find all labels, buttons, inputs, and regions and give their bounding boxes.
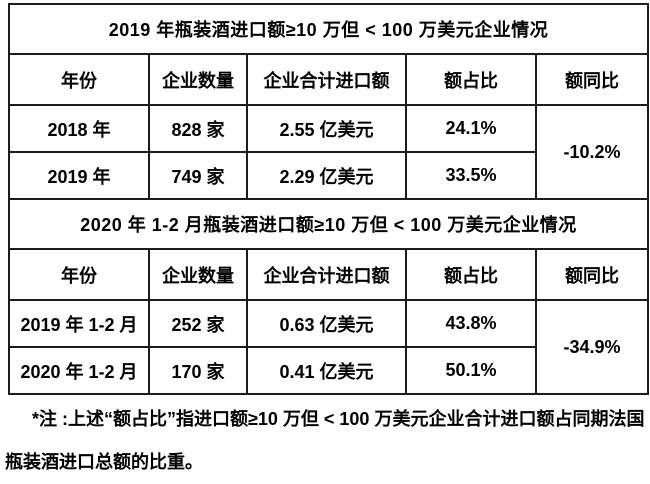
cell-yoy-section1: -10.2% bbox=[534, 104, 650, 200]
section1-header-import-value: 企业合计进口额 bbox=[246, 53, 407, 106]
section2-header-companies: 企业数量 bbox=[148, 248, 248, 301]
cell-year: 2020 年 1-2 月 bbox=[8, 346, 150, 395]
footnote: *注 :上述“额占比”指进口额≥10 万但 < 100 万美元企业合计进口额占同… bbox=[5, 409, 645, 472]
cell-share: 33.5% bbox=[405, 151, 537, 200]
section1-header-yoy: 额同比 bbox=[534, 53, 650, 106]
cell-share: 50.1% bbox=[405, 346, 537, 395]
wine-import-table: 2019 年瓶装酒进口额≥10 万但 < 100 万美元企业情况 年份 企业数量… bbox=[7, 3, 650, 395]
section2-header-share: 额占比 bbox=[405, 248, 537, 301]
section2-header-import-value: 企业合计进口额 bbox=[246, 248, 407, 301]
cell-year: 2019 年 1-2 月 bbox=[8, 299, 150, 348]
cell-import-value: 2.29 亿美元 bbox=[246, 151, 407, 200]
cell-yoy-section2: -34.9% bbox=[534, 299, 650, 395]
section1-header-share: 额占比 bbox=[405, 53, 537, 106]
cell-companies: 252 家 bbox=[148, 299, 248, 348]
section2-header-yoy: 额同比 bbox=[534, 248, 650, 301]
cell-import-value: 2.55 亿美元 bbox=[246, 104, 407, 153]
table-row: 2018 年 828 家 2.55 亿美元 24.1% -10.2% bbox=[8, 104, 650, 200]
section2-header-year: 年份 bbox=[8, 248, 150, 301]
cell-share: 24.1% bbox=[405, 104, 537, 153]
table-row: 2019 年 1-2 月 252 家 0.63 亿美元 43.8% -34.9% bbox=[8, 299, 650, 395]
cell-year: 2019 年 bbox=[8, 151, 150, 200]
cell-year: 2018 年 bbox=[8, 104, 150, 153]
section1-title: 2019 年瓶装酒进口额≥10 万但 < 100 万美元企业情况 bbox=[7, 3, 650, 55]
section1-header-companies: 企业数量 bbox=[148, 53, 248, 106]
cell-companies: 170 家 bbox=[148, 346, 248, 395]
cell-share: 43.8% bbox=[405, 299, 537, 348]
table-row: 2019 年 749 家 2.29 亿美元 33.5% bbox=[8, 151, 648, 200]
table-row: 2020 年 1-2 月 170 家 0.41 亿美元 50.1% bbox=[8, 346, 648, 395]
cell-companies: 749 家 bbox=[148, 151, 248, 200]
cell-import-value: 0.41 亿美元 bbox=[246, 346, 407, 395]
section1-header-year: 年份 bbox=[8, 53, 150, 106]
cell-companies: 828 家 bbox=[148, 104, 248, 153]
cell-import-value: 0.63 亿美元 bbox=[246, 299, 407, 348]
section2-title: 2020 年 1-2 月瓶装酒进口额≥10 万但 < 100 万美元企业情况 bbox=[7, 198, 650, 250]
